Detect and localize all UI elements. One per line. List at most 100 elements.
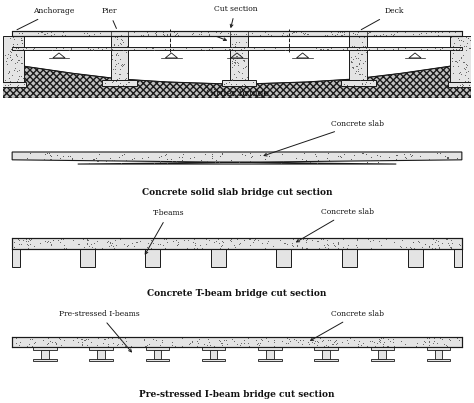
Point <box>212 238 219 244</box>
Point <box>316 334 324 341</box>
Point <box>113 52 120 58</box>
Bar <box>341 80 376 86</box>
Point <box>353 236 361 243</box>
Point <box>149 240 157 246</box>
Point <box>145 240 152 246</box>
Bar <box>110 36 128 81</box>
Point <box>83 236 91 242</box>
Point <box>122 337 130 344</box>
Point <box>90 156 98 163</box>
Point <box>190 236 198 242</box>
Point <box>144 154 152 160</box>
Point <box>2 58 10 64</box>
Point <box>289 29 297 35</box>
Point <box>180 237 188 243</box>
Point <box>218 150 226 157</box>
Point <box>452 343 459 350</box>
Point <box>208 155 216 162</box>
Point <box>218 341 226 348</box>
Point <box>238 82 246 88</box>
Point <box>379 343 387 349</box>
Point <box>118 341 126 348</box>
Point <box>125 79 133 85</box>
Point <box>334 240 342 247</box>
Point <box>299 245 306 251</box>
Point <box>152 337 160 344</box>
Point <box>315 339 322 345</box>
Point <box>407 151 414 157</box>
Point <box>283 32 291 39</box>
Point <box>253 341 261 347</box>
Point <box>279 29 286 36</box>
Point <box>34 30 42 37</box>
Point <box>313 337 321 344</box>
Point <box>303 245 311 251</box>
Point <box>254 340 262 347</box>
Point <box>377 241 385 248</box>
Point <box>360 76 367 82</box>
Point <box>173 241 181 248</box>
Point <box>195 31 203 37</box>
Point <box>455 36 463 43</box>
Point <box>459 38 467 45</box>
Point <box>453 155 461 162</box>
Point <box>141 343 148 349</box>
Point <box>15 57 22 63</box>
Point <box>447 244 454 250</box>
Point <box>335 239 342 246</box>
Point <box>308 237 316 243</box>
Point <box>347 156 355 163</box>
Point <box>210 343 218 349</box>
Bar <box>314 347 337 350</box>
Point <box>425 334 433 341</box>
Point <box>228 157 235 163</box>
Point <box>108 52 116 58</box>
Point <box>23 343 31 349</box>
Point <box>373 152 381 158</box>
Point <box>240 337 248 343</box>
Point <box>50 245 58 252</box>
Point <box>91 156 99 163</box>
Text: Pre-stressed I-beams: Pre-stressed I-beams <box>59 310 140 352</box>
Point <box>264 237 272 244</box>
Point <box>451 28 459 35</box>
Point <box>248 153 255 159</box>
Point <box>206 342 213 348</box>
Point <box>108 157 116 164</box>
Point <box>198 29 205 35</box>
Point <box>144 29 151 35</box>
Point <box>343 45 351 52</box>
Bar <box>202 347 225 350</box>
Point <box>435 32 442 39</box>
Point <box>321 244 328 250</box>
Point <box>61 242 68 249</box>
Point <box>12 51 20 57</box>
Point <box>118 60 126 67</box>
Point <box>324 343 332 349</box>
Point <box>243 63 250 69</box>
Point <box>255 237 262 243</box>
Point <box>302 245 310 251</box>
Point <box>462 72 469 78</box>
Point <box>370 237 377 243</box>
Point <box>415 239 423 245</box>
Point <box>83 237 91 243</box>
Point <box>249 79 256 85</box>
Point <box>458 81 466 87</box>
Point <box>346 334 353 341</box>
Point <box>331 31 338 38</box>
Point <box>57 342 64 349</box>
Point <box>446 336 453 342</box>
Point <box>201 46 209 53</box>
Point <box>10 244 18 250</box>
Point <box>240 45 248 51</box>
Point <box>110 245 118 251</box>
Point <box>401 151 408 157</box>
Point <box>352 241 359 248</box>
Point <box>193 338 201 345</box>
Point <box>326 337 334 344</box>
Point <box>13 78 20 85</box>
Point <box>389 336 397 343</box>
Point <box>132 239 139 245</box>
Point <box>380 334 387 341</box>
